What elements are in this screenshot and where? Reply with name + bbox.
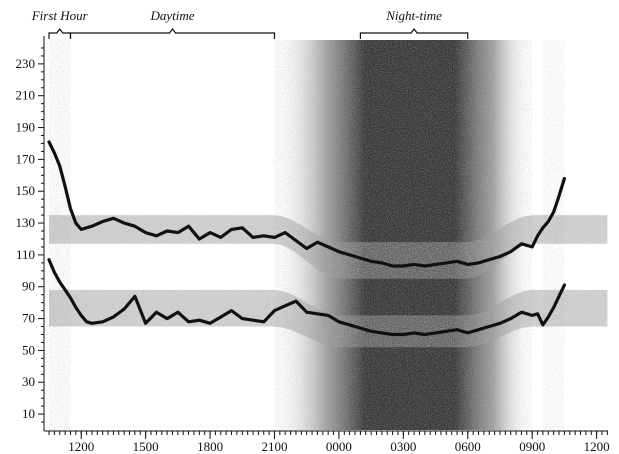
shading-layer bbox=[49, 40, 565, 430]
y-tick-label: 150 bbox=[16, 183, 36, 198]
y-tick-label: 190 bbox=[16, 120, 36, 135]
x-tick-label: 1200 bbox=[68, 439, 94, 454]
x-tick-label: 1800 bbox=[197, 439, 223, 454]
y-tick-label: 30 bbox=[22, 374, 35, 389]
y-tick-label: 230 bbox=[16, 56, 36, 71]
x-tick-label: 1500 bbox=[133, 439, 159, 454]
period-label-2: Night-time bbox=[385, 8, 442, 23]
y-tick-label: 170 bbox=[16, 151, 36, 166]
period-bracket-2 bbox=[359, 28, 469, 39]
y-tick-label: 210 bbox=[16, 88, 36, 103]
y-tick-label: 70 bbox=[22, 311, 35, 326]
night-grain bbox=[274, 40, 533, 430]
x-tick-label: 2100 bbox=[261, 439, 287, 454]
period-label-1: Daytime bbox=[149, 8, 194, 23]
y-tick-label: 50 bbox=[22, 342, 35, 357]
x-tick-label: 0900 bbox=[519, 439, 545, 454]
y-tick-label: 130 bbox=[16, 215, 36, 230]
y-tick-label: 10 bbox=[22, 406, 35, 421]
x-tick-label: 1200 bbox=[584, 439, 610, 454]
period-label-0: First Hour bbox=[31, 8, 89, 23]
x-tick-label: 0300 bbox=[390, 439, 416, 454]
series-line-0 bbox=[47, 140, 567, 268]
series-line-1 bbox=[47, 258, 567, 337]
period-bracket-0 bbox=[48, 28, 72, 39]
y-tick-label: 90 bbox=[22, 279, 35, 294]
x-tick-label: 0000 bbox=[326, 439, 352, 454]
y-tick-label: 110 bbox=[16, 247, 35, 262]
series-layer bbox=[47, 140, 567, 337]
x-tick-label: 0600 bbox=[455, 439, 481, 454]
period-bracket-1 bbox=[69, 28, 276, 39]
axes: 10 30 50 70 90 110 130 150 170 190 210 230 1200 1500 1… bbox=[16, 36, 610, 454]
